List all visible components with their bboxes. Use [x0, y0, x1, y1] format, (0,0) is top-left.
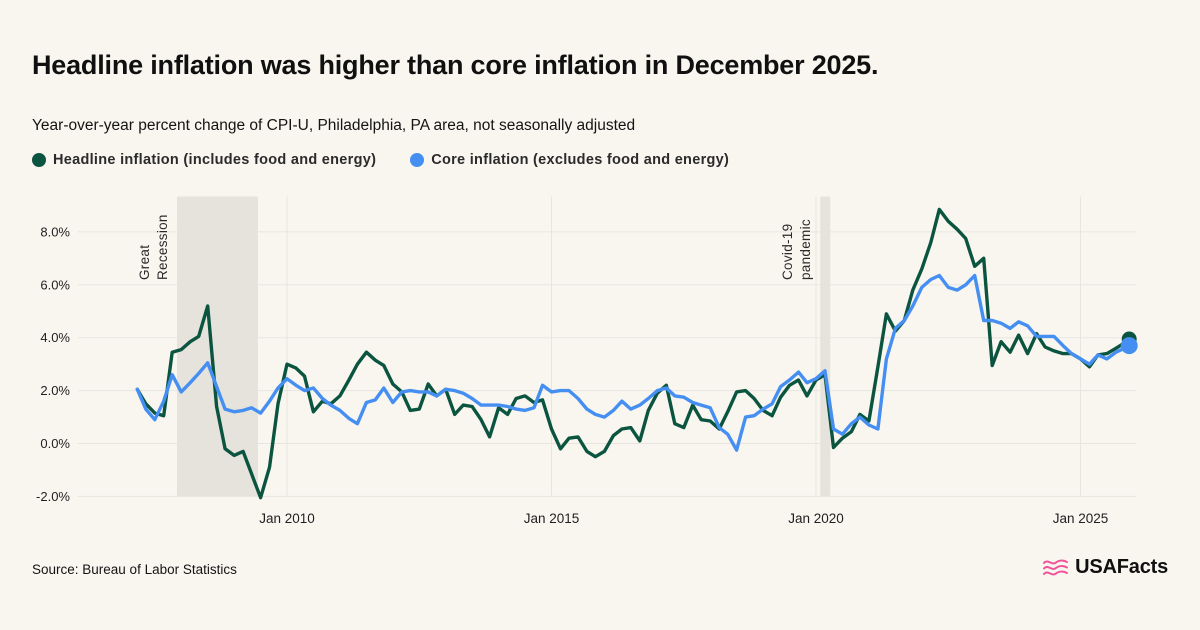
- page-title: Headline inflation was higher than core …: [32, 50, 879, 80]
- inflation-line-chart: Great Recession Covid-19 pandemic 8.0% 6.0% 4.…: [36, 196, 1138, 526]
- legend: Headline inflation (includes food and en…: [32, 152, 729, 168]
- usafacts-wordmark: USAFacts: [1075, 556, 1168, 578]
- headline-legend-dot-icon: [32, 153, 46, 167]
- legend-label-headline: Headline inflation (includes food and en…: [53, 152, 377, 168]
- usafacts-flag-icon: [1043, 559, 1069, 576]
- svg-text:Covid-19: Covid-19: [780, 224, 795, 280]
- svg-text:0.0%: 0.0%: [40, 436, 70, 451]
- svg-text:Jan 2015: Jan 2015: [524, 511, 580, 526]
- svg-text:Recession: Recession: [155, 214, 170, 280]
- svg-text:2.0%: 2.0%: [40, 383, 70, 398]
- svg-text:Jan 2010: Jan 2010: [259, 511, 315, 526]
- svg-text:Jan 2025: Jan 2025: [1053, 511, 1109, 526]
- usafacts-logo: USAFacts: [1042, 556, 1168, 579]
- legend-label-core: Core inflation (excludes food and energy…: [431, 152, 730, 168]
- legend-item-core: Core inflation (excludes food and energy…: [410, 152, 729, 168]
- svg-text:-2.0%: -2.0%: [36, 489, 70, 504]
- svg-text:4.0%: 4.0%: [40, 330, 70, 345]
- svg-text:6.0%: 6.0%: [40, 277, 70, 292]
- source-note: Source: Bureau of Labor Statistics: [32, 562, 237, 577]
- svg-text:Jan 2020: Jan 2020: [788, 511, 844, 526]
- svg-text:Great: Great: [137, 245, 152, 280]
- legend-item-headline: Headline inflation (includes food and en…: [32, 152, 376, 168]
- svg-text:pandemic: pandemic: [798, 219, 813, 280]
- core-legend-dot-icon: [410, 153, 425, 167]
- svg-text:8.0%: 8.0%: [40, 224, 70, 239]
- chart-subtitle: Year-over-year percent change of CPI-U, …: [32, 117, 636, 134]
